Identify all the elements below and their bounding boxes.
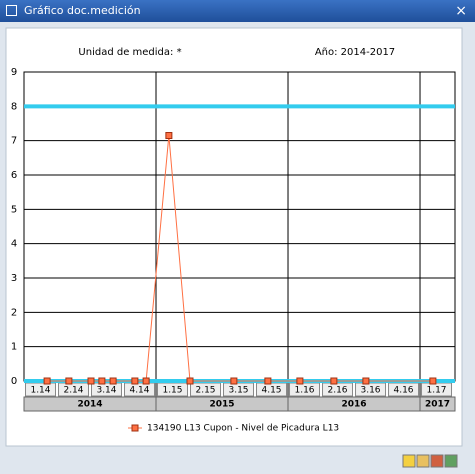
- data-point: [165, 132, 173, 140]
- y-tick-label: 0: [11, 376, 17, 387]
- title-bar: Gráfico doc.medición ×: [0, 0, 475, 22]
- y-tick-label: 1: [11, 342, 17, 353]
- tool-button[interactable]: [416, 454, 430, 468]
- y-tick-label: 8: [11, 101, 17, 112]
- data-point: [429, 377, 437, 385]
- year-label: 2015: [209, 400, 234, 410]
- y-tick-label: 7: [11, 136, 17, 147]
- y-tick-label: 9: [11, 67, 17, 78]
- year-label: 2014: [77, 400, 102, 410]
- year-cell: [419, 396, 456, 412]
- data-point: [109, 377, 117, 385]
- data-point: [330, 377, 338, 385]
- y-tick-label: 3: [11, 273, 17, 284]
- data-point: [98, 377, 106, 385]
- data-point: [87, 377, 95, 385]
- y-tick-label: 2: [11, 307, 17, 318]
- data-point: [264, 377, 272, 385]
- year-label: Año: 2014-2017: [315, 47, 395, 58]
- chart: Unidad de medida: * Año: 2014-2017 0 1 2 3 4…: [5, 27, 463, 468]
- legend-marker: [131, 424, 139, 432]
- x-tick-label: 1.15: [162, 386, 182, 396]
- x-tick-label: 2.14: [63, 386, 83, 396]
- legend-label: 134190 L13 Cupon - Nivel de Picadura L13: [147, 424, 339, 434]
- y-tick-label: 4: [11, 239, 17, 250]
- data-point: [230, 377, 238, 385]
- data-point: [65, 377, 73, 385]
- window-icon: [6, 5, 17, 16]
- toolbar: [402, 454, 458, 468]
- y-tick-label: 5: [11, 204, 17, 215]
- year-label: 2016: [341, 400, 366, 410]
- data-point: [186, 377, 194, 385]
- x-tick-label: 2.16: [327, 386, 347, 396]
- y-tick-label: 6: [11, 170, 17, 181]
- unit-label: Unidad de medida: *: [78, 47, 181, 58]
- x-tick-label: 1.14: [30, 386, 50, 396]
- x-tick-label: 4.14: [129, 386, 149, 396]
- x-tick-label: 4.15: [261, 386, 281, 396]
- tool-button[interactable]: [444, 454, 458, 468]
- x-tick-label: 1.17: [426, 386, 446, 396]
- data-point: [362, 377, 370, 385]
- close-button[interactable]: ×: [455, 3, 467, 19]
- x-tick-label: 1.16: [294, 386, 314, 396]
- x-tick-label: 4.16: [393, 386, 413, 396]
- window-title: Gráfico doc.medición: [24, 4, 141, 17]
- year-label: 2017: [425, 400, 450, 410]
- x-tick-label: 2.15: [195, 386, 215, 396]
- tool-button[interactable]: [402, 454, 416, 468]
- tool-button[interactable]: [430, 454, 444, 468]
- x-tick-label: 3.16: [360, 386, 380, 396]
- x-tick-label: 3.14: [96, 386, 116, 396]
- data-point: [43, 377, 51, 385]
- data-point: [131, 377, 139, 385]
- data-point: [142, 377, 150, 385]
- data-point: [296, 377, 304, 385]
- plot-area: [23, 71, 456, 382]
- x-tick-label: 3.15: [228, 386, 248, 396]
